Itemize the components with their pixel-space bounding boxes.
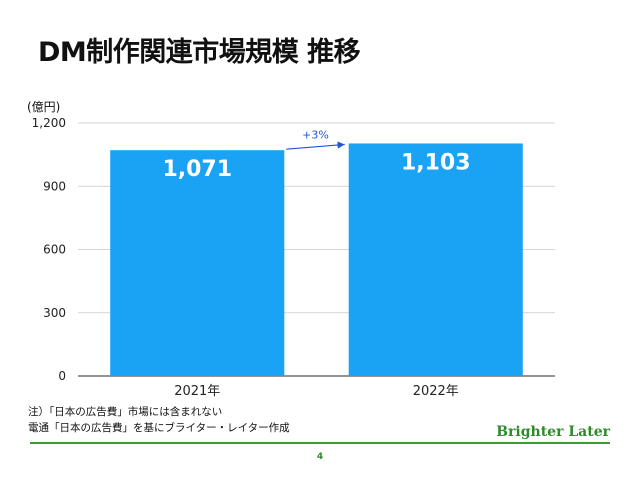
bar <box>110 150 285 376</box>
footnote-2: 電通「日本の広告費」を基にブライター・レイター作成 <box>28 422 290 434</box>
page-number: 4 <box>316 452 324 462</box>
footer-divider <box>30 442 610 444</box>
growth-annotation: +3% <box>302 128 329 141</box>
footnote-1: 注）「日本の広告費」市場には含まれない <box>28 406 223 418</box>
y-tick-label: 300 <box>43 306 66 320</box>
y-axis-unit: (億円) <box>27 100 61 114</box>
brand-logo: Brighter Later <box>496 424 610 440</box>
y-tick-label: 600 <box>43 243 66 257</box>
y-tick-label: 900 <box>43 179 66 193</box>
data-label: 1,103 <box>401 150 471 175</box>
y-tick-label: 1,200 <box>32 116 66 130</box>
y-tick-label: 0 <box>58 369 66 383</box>
x-tick-label: 2021年 <box>174 384 220 399</box>
bar <box>348 143 523 376</box>
x-tick-label: 2022年 <box>413 384 459 399</box>
data-label: 1,071 <box>162 157 232 182</box>
growth-arrow <box>286 141 345 150</box>
footnotes: 注）「日本の広告費」市場には含まれない 電通「日本の広告費」を基にブライター・レ… <box>28 404 290 436</box>
page-title: DM制作関連市場規模 推移 <box>38 37 361 68</box>
